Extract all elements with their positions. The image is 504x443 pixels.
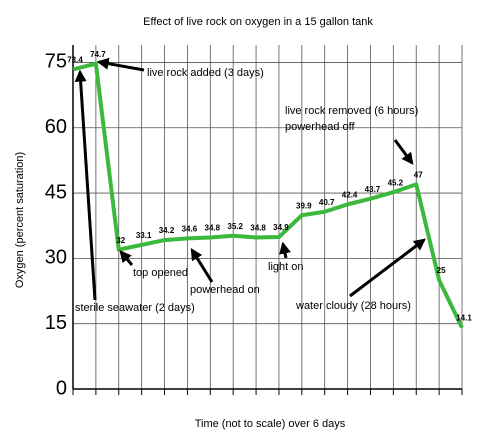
annotation-arrow xyxy=(119,250,134,266)
data-label: 73.4 xyxy=(67,55,83,64)
annotation: powerhead on xyxy=(190,284,260,296)
data-label: 25 xyxy=(437,266,446,275)
y-tick-label: 15 xyxy=(45,312,67,334)
annotation-arrow xyxy=(349,238,426,298)
data-label: 32 xyxy=(116,236,125,245)
data-label: 34.8 xyxy=(250,224,266,233)
data-label: 34.2 xyxy=(159,226,175,235)
data-label: 47 xyxy=(414,170,423,179)
annotation-arrow xyxy=(393,139,414,165)
data-label: 45.2 xyxy=(388,178,404,187)
data-label: 34.6 xyxy=(182,224,198,233)
data-label: 39.9 xyxy=(296,201,312,210)
annotation: sterile seawater (2 days) xyxy=(75,302,195,314)
annotation-arrow xyxy=(190,247,214,283)
data-label: 14.1 xyxy=(456,314,472,323)
y-axis-label: Oxygen (percent saturation) xyxy=(14,152,26,288)
y-tick-label: 0 xyxy=(56,377,67,399)
y-tick-label: 45 xyxy=(45,181,67,203)
annotation: top opened xyxy=(133,267,188,279)
data-line xyxy=(72,61,464,329)
annotation-arrow xyxy=(74,69,97,301)
data-label: 43.7 xyxy=(365,185,381,194)
x-axis-label: Time (not to scale) over 6 days xyxy=(195,418,346,430)
data-label: 34.8 xyxy=(205,224,221,233)
data-label: 34.9 xyxy=(273,223,289,232)
data-label: 74.7 xyxy=(90,50,106,59)
chart-title: Effect of live rock on oxygen in a 15 ga… xyxy=(143,16,373,28)
y-tick-label: 30 xyxy=(45,247,67,269)
annotation: water cloudy (28 hours) xyxy=(295,300,411,312)
annotation: light on xyxy=(268,261,303,273)
annotation: powerhead off xyxy=(285,121,355,133)
annotation-arrow xyxy=(279,241,291,259)
data-label: 35.2 xyxy=(227,222,243,231)
data-label: 40.7 xyxy=(319,198,335,207)
y-tick-label: 75 xyxy=(45,51,67,73)
annotation-arrow xyxy=(96,57,145,72)
annotation: live rock added (3 days) xyxy=(147,67,264,79)
annotation: live rock removed (6 hours) xyxy=(285,105,418,117)
data-label: 33.1 xyxy=(136,231,152,240)
y-tick-label: 60 xyxy=(45,116,67,138)
data-label: 42.4 xyxy=(342,190,358,199)
